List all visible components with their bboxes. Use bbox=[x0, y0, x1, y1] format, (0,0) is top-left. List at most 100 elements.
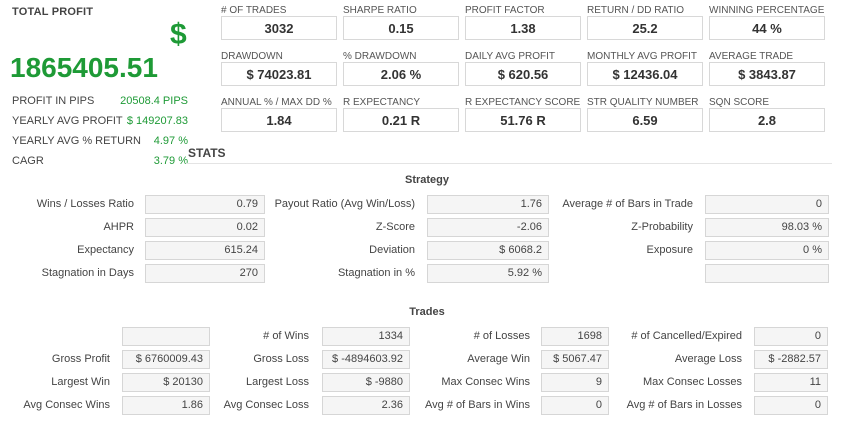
metric-label: MONTHLY AVG PROFIT bbox=[587, 51, 698, 62]
trade-value: $ -9880 bbox=[322, 373, 410, 392]
stat-value: 98.03 % bbox=[705, 218, 829, 237]
stat-value: $ 6068.2 bbox=[427, 241, 549, 260]
stat-label: Stagnation in Days bbox=[41, 267, 134, 279]
trade-label: Avg Consec Loss bbox=[223, 399, 309, 411]
dollar-icon: $ bbox=[170, 18, 187, 51]
trade-value: $ 5067.47 bbox=[541, 350, 609, 369]
trade-value: 9 bbox=[541, 373, 609, 392]
trade-value: 1.86 bbox=[122, 396, 210, 415]
metric-label: R EXPECTANCY bbox=[343, 97, 421, 108]
metric-label: SHARPE RATIO bbox=[343, 5, 417, 16]
total-profit-value: 1865405.51 bbox=[10, 52, 158, 83]
stat-value: 0 % bbox=[705, 241, 829, 260]
trade-value: 1334 bbox=[322, 327, 410, 346]
metric-label: ANNUAL % / MAX DD % bbox=[221, 97, 332, 108]
stat-label: Expectancy bbox=[77, 244, 134, 256]
summary-row-value: $ 149207.83 bbox=[126, 115, 188, 127]
summary-row-value: 4.97 % bbox=[153, 135, 188, 147]
stat-label: Payout Ratio (Avg Win/Loss) bbox=[274, 198, 415, 210]
trade-value bbox=[122, 327, 210, 346]
stat-label: Average # of Bars in Trade bbox=[562, 198, 693, 210]
trade-label: Average Win bbox=[467, 353, 530, 365]
stat-value: 5.92 % bbox=[427, 264, 549, 283]
trade-value: $ -4894603.92 bbox=[322, 350, 410, 369]
trade-label: # of Wins bbox=[263, 330, 309, 342]
summary-row-yearly-avg-profit: YEARLY AVG PROFIT $ 149207.83 bbox=[12, 115, 188, 127]
trade-label: Largest Win bbox=[51, 376, 110, 388]
summary-row-profit-pips: PROFIT IN PIPS 20508.4 PIPS bbox=[12, 95, 188, 107]
stats-divider bbox=[186, 163, 832, 164]
metric-value-annual-maxdd: 1.84 bbox=[221, 108, 337, 132]
metric-value-monthly-avg: $ 12436.04 bbox=[587, 62, 703, 86]
stat-label: Exposure bbox=[646, 244, 693, 256]
stat-label: Z-Score bbox=[375, 221, 415, 233]
metric-label: AVERAGE TRADE bbox=[709, 51, 794, 62]
trade-value: $ 6760009.43 bbox=[122, 350, 210, 369]
metric-value-r-expectancy: 0.21 R bbox=[343, 108, 459, 132]
stat-value bbox=[705, 264, 829, 283]
metric-value-pct-drawdown: 2.06 % bbox=[343, 62, 459, 86]
trade-value: 0 bbox=[541, 396, 609, 415]
trade-label: Gross Profit bbox=[51, 353, 110, 365]
summary-row-yearly-avg-return: YEARLY AVG % RETURN 4.97 % bbox=[12, 135, 188, 147]
metric-value-average-trade: $ 3843.87 bbox=[709, 62, 825, 86]
metric-value-str-quality: 6.59 bbox=[587, 108, 703, 132]
stat-label: Wins / Losses Ratio bbox=[36, 198, 134, 210]
metric-label: PROFIT FACTOR bbox=[465, 5, 545, 16]
trade-value: 11 bbox=[754, 373, 828, 392]
trade-value: $ 20130 bbox=[122, 373, 210, 392]
trade-label: Max Consec Losses bbox=[642, 376, 742, 388]
summary-row-value: 3.79 % bbox=[153, 155, 188, 167]
metric-value-return-dd: 25.2 bbox=[587, 16, 703, 40]
trade-label: # of Losses bbox=[473, 330, 530, 342]
summary-row-value: 20508.4 PIPS bbox=[120, 95, 188, 107]
stat-value: 270 bbox=[145, 264, 265, 283]
metric-label: DRAWDOWN bbox=[221, 51, 283, 62]
stat-label: Stagnation in % bbox=[337, 267, 415, 279]
metric-value-trades: 3032 bbox=[221, 16, 337, 40]
total-profit-label: TOTAL PROFIT bbox=[12, 6, 94, 18]
stat-value: 0.79 bbox=[145, 195, 265, 214]
trade-label: Gross Loss bbox=[253, 353, 309, 365]
stats-title: STATS bbox=[188, 146, 226, 160]
stat-value: 1.76 bbox=[427, 195, 549, 214]
metric-value-daily-avg: $ 620.56 bbox=[465, 62, 581, 86]
metric-value-r-expectancy-score: 51.76 R bbox=[465, 108, 581, 132]
metric-label: RETURN / DD RATIO bbox=[587, 5, 685, 16]
metric-label: SQN SCORE bbox=[709, 97, 770, 108]
stat-value: 0 bbox=[705, 195, 829, 214]
summary-row-cagr: CAGR 3.79 % bbox=[12, 155, 188, 167]
metric-value-sqn-score: 2.8 bbox=[709, 108, 825, 132]
metric-value-profit-factor: 1.38 bbox=[465, 16, 581, 40]
trade-label: Avg # of Bars in Losses bbox=[626, 399, 742, 411]
trade-value: 0 bbox=[754, 327, 828, 346]
metric-value-drawdown: $ 74023.81 bbox=[221, 62, 337, 86]
trade-label: # of Cancelled/Expired bbox=[631, 330, 742, 342]
trade-label: Average Loss bbox=[674, 353, 742, 365]
trade-value: 0 bbox=[754, 396, 828, 415]
stat-value: -2.06 bbox=[427, 218, 549, 237]
metric-label: # OF TRADES bbox=[221, 5, 287, 16]
trade-label: Avg Consec Wins bbox=[23, 399, 110, 411]
stat-label: Z-Probability bbox=[631, 221, 693, 233]
summary-row-label: PROFIT IN PIPS bbox=[12, 95, 95, 107]
stat-value: 615.24 bbox=[145, 241, 265, 260]
summary-row-label: YEARLY AVG % RETURN bbox=[12, 135, 141, 147]
metric-value-winning-pct: 44 % bbox=[709, 16, 825, 40]
stat-label: Deviation bbox=[369, 244, 415, 256]
trade-label: Largest Loss bbox=[246, 376, 309, 388]
summary-row-label: CAGR bbox=[12, 155, 44, 167]
trade-value: 1698 bbox=[541, 327, 609, 346]
metric-label: WINNING PERCENTAGE bbox=[709, 5, 825, 16]
metric-label: DAILY AVG PROFIT bbox=[465, 51, 556, 62]
stat-value: 0.02 bbox=[145, 218, 265, 237]
metric-label: R EXPECTANCY SCORE bbox=[465, 97, 581, 108]
trade-value: 2.36 bbox=[322, 396, 410, 415]
strategy-title: Strategy bbox=[404, 174, 450, 186]
trade-label: Max Consec Wins bbox=[441, 376, 530, 388]
trade-value: $ -2882.57 bbox=[754, 350, 828, 369]
metric-label: % DRAWDOWN bbox=[343, 51, 417, 62]
stat-label: AHPR bbox=[103, 221, 134, 233]
trade-label: Avg # of Bars in Wins bbox=[425, 399, 530, 411]
trades-title: Trades bbox=[409, 306, 445, 318]
